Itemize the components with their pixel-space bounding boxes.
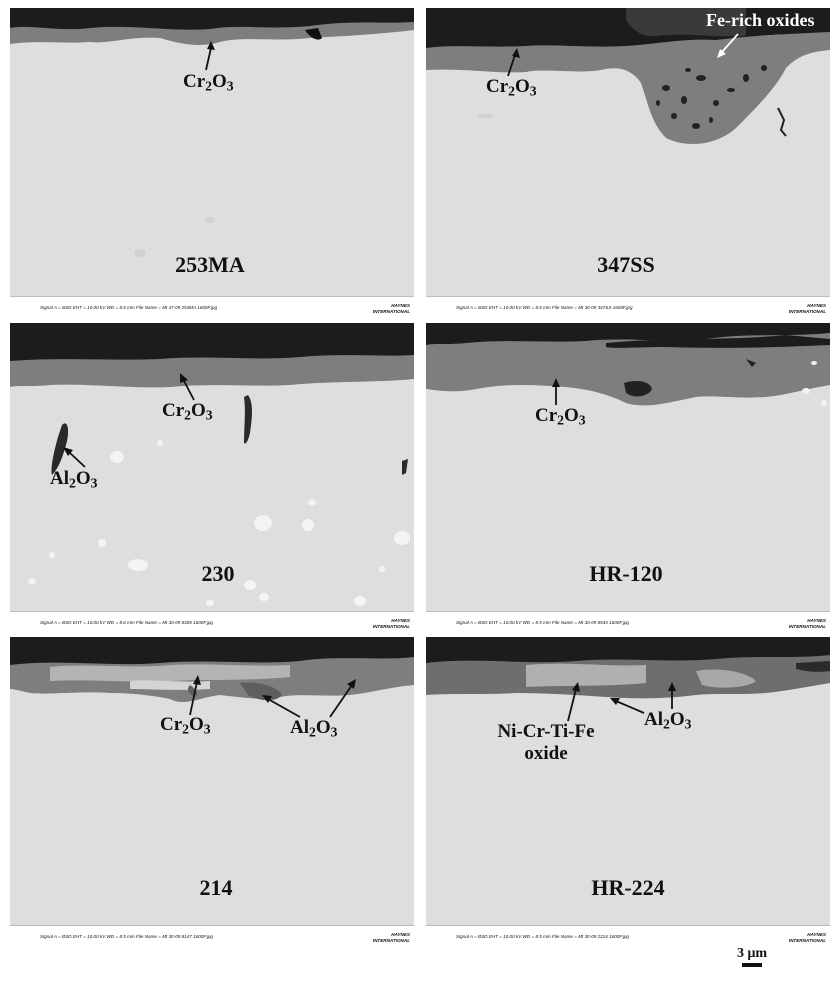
sample-label: HR-224 <box>591 875 665 900</box>
sem-metadata: Signal A = BSD EHT = 10.00 kV WD = 8.5 m… <box>40 934 213 939</box>
maker-logo: HAYNES INTERNATIONAL <box>372 932 410 943</box>
maker-logo: HAYNES INTERNATIONAL <box>788 303 826 314</box>
sem-info-bar: Signal A = BSD EHT = 10.00 kV WD = 8.5 m… <box>426 296 830 322</box>
sem-metadata: Signal A = BSD EHT = 10.00 kV WD = 8.6 m… <box>40 620 213 625</box>
sample-label: 253MA <box>175 252 245 277</box>
scale-bar-label: 3 μm <box>736 946 768 961</box>
maker-logo: HAYNES INTERNATIONAL <box>372 618 410 629</box>
maker-logo: HAYNES INTERNATIONAL <box>788 932 826 943</box>
micrograph-panel-hr224: Signal A = BSD EHT = 10.00 kV WD = 8.5 m… <box>426 637 830 951</box>
micrograph-panel-230: Signal A = BSD EHT = 10.00 kV WD = 8.6 m… <box>10 323 414 637</box>
label-ni-cr-ti-fe-oxide: Ni-Cr-Ti-Fe oxide <box>497 721 595 764</box>
micrograph-panel-214: Signal A = BSD EHT = 10.00 kV WD = 8.5 m… <box>10 637 414 951</box>
sem-image-253ma <box>10 8 414 296</box>
sem-metadata: Signal A = BSD EHT = 10.00 kV WD = 8.5 m… <box>456 620 629 625</box>
scale-bar-line <box>742 963 762 967</box>
sem-image-347ss <box>426 8 830 296</box>
sem-image-hr224 <box>426 637 830 925</box>
micrograph-panel-347ss: Signal A = BSD EHT = 10.00 kV WD = 8.5 m… <box>426 8 830 322</box>
sample-label: 214 <box>199 875 233 900</box>
sem-metadata: Signal A = BSD EHT = 10.00 kV WD = 8.5 m… <box>456 305 633 310</box>
sem-metadata: Signal A = BSD EHT = 10.00 kV WD = 8.5 m… <box>40 305 218 310</box>
sem-info-bar: Signal A = BSD EHT = 10.00 kV WD = 8.5 m… <box>10 925 414 951</box>
sample-label: 347SS <box>597 252 655 277</box>
sample-label: 230 <box>201 561 235 586</box>
micrograph-panel-253ma: Signal A = BSD EHT = 10.00 kV WD = 8.5 m… <box>10 8 414 322</box>
sem-info-bar: Signal A = BSD EHT = 10.00 kV WD = 8.5 m… <box>426 611 830 637</box>
sem-image-hr120 <box>426 323 830 611</box>
label-cr2o3: Cr2O3 <box>183 71 234 94</box>
maker-logo: HAYNES INTERNATIONAL <box>788 618 826 629</box>
maker-logo: HAYNES INTERNATIONAL <box>372 303 410 314</box>
sem-image-214 <box>10 637 414 925</box>
label-al2o3: Al2O3 <box>290 717 338 740</box>
sem-metadata: Signal A = BSD EHT = 10.00 kV WD = 8.5 m… <box>456 934 629 939</box>
label-cr2o3: Cr2O3 <box>160 714 211 737</box>
label-fe-rich-oxides: Fe-rich oxides <box>706 10 815 30</box>
sample-label: HR-120 <box>589 561 663 586</box>
scale-bar: 3 μm <box>734 946 770 967</box>
sem-info-bar: Signal A = BSD EHT = 10.00 kV WD = 8.6 m… <box>10 611 414 637</box>
sem-info-bar: Signal A = BSD EHT = 10.00 kV WD = 8.5 m… <box>10 296 414 322</box>
micrograph-panel-hr120: Signal A = BSD EHT = 10.00 kV WD = 8.5 m… <box>426 323 830 637</box>
label-cr2o3: Cr2O3 <box>486 76 537 99</box>
label-al2o3: Al2O3 <box>50 468 98 491</box>
label-al2o3: Al2O3 <box>644 709 692 732</box>
sem-info-bar: Signal A = BSD EHT = 10.00 kV WD = 8.5 m… <box>426 925 830 951</box>
label-cr2o3: Cr2O3 <box>162 400 213 423</box>
label-cr2o3: Cr2O3 <box>535 405 586 428</box>
